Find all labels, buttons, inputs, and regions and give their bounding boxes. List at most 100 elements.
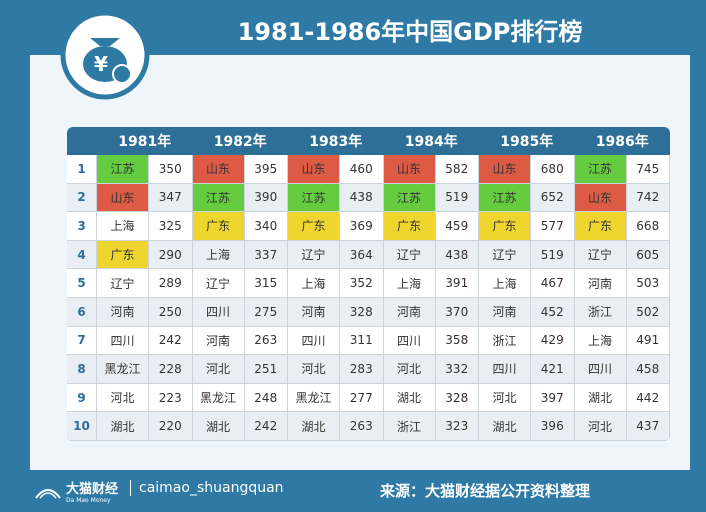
year-header: 1985年 [500, 134, 554, 150]
value-cell: 263 [244, 326, 288, 356]
value-cell: 391 [435, 269, 479, 298]
province-cell: 黑龙江 [97, 355, 149, 384]
value-cell: 337 [244, 240, 288, 270]
value-cell: 458 [626, 355, 670, 384]
value-cell: 519 [531, 240, 575, 270]
province-cell: 浙江 [574, 298, 627, 327]
province-cell: 四川 [288, 326, 340, 356]
year-header: 1986年 [595, 134, 649, 150]
value-cell: 364 [340, 240, 384, 270]
province-cell: 江苏 [383, 183, 436, 213]
province-cell: 江苏 [574, 155, 627, 184]
value-cell: 358 [435, 326, 479, 356]
value-cell: 442 [626, 383, 670, 413]
province-cell: 江苏 [97, 155, 149, 184]
value-cell: 397 [531, 383, 575, 413]
province-cell: 四川 [192, 298, 245, 327]
value-cell: 323 [435, 412, 479, 441]
province-cell: 江苏 [288, 183, 340, 213]
province-cell: 山东 [383, 155, 436, 184]
province-cell: 广东 [288, 212, 340, 241]
rank-cell: 1 [67, 155, 97, 184]
province-cell: 山东 [192, 155, 245, 184]
value-cell: 328 [435, 383, 479, 413]
province-cell: 湖北 [383, 383, 436, 413]
value-cell: 452 [531, 298, 575, 327]
year-header: 1981年 [118, 134, 172, 150]
source: 来源：大猫财经据公开资料整理 [380, 482, 591, 500]
province-cell: 河北 [288, 355, 340, 384]
value-cell: 352 [340, 269, 384, 298]
value-cell: 460 [340, 155, 384, 184]
province-cell: 辽宁 [574, 240, 627, 270]
province-cell: 河北 [479, 383, 531, 413]
value-cell: 328 [340, 298, 384, 327]
rank-cell: 5 [67, 269, 97, 298]
value-cell: 248 [244, 383, 288, 413]
province-cell: 山东 [479, 155, 531, 184]
rank-cell: 10 [67, 412, 97, 441]
rank-cell: 6 [67, 298, 97, 327]
value-cell: 503 [626, 269, 670, 298]
value-cell: 325 [149, 212, 193, 241]
province-cell: 四川 [97, 326, 149, 356]
value-cell: 390 [244, 183, 288, 213]
rank-cell: 2 [67, 183, 97, 213]
value-cell: 340 [244, 212, 288, 241]
value-cell: 429 [531, 326, 575, 356]
value-cell: 467 [531, 269, 575, 298]
value-cell: 223 [149, 383, 193, 413]
value-cell: 652 [531, 183, 575, 213]
rank-cell: 7 [67, 326, 97, 356]
province-cell: 广东 [97, 240, 149, 270]
value-cell: 605 [626, 240, 670, 270]
value-cell: 263 [340, 412, 384, 441]
svg-text:¥: ¥ [94, 52, 108, 76]
province-cell: 浙江 [479, 326, 531, 356]
province-cell: 上海 [574, 326, 627, 356]
value-cell: 519 [435, 183, 479, 213]
province-cell: 湖北 [479, 412, 531, 441]
rank-cell: 9 [67, 383, 97, 413]
province-cell: 山东 [288, 155, 340, 184]
value-cell: 421 [531, 355, 575, 384]
province-cell: 广东 [192, 212, 245, 241]
value-cell: 332 [435, 355, 479, 384]
province-cell: 河北 [574, 412, 627, 441]
value-cell: 228 [149, 355, 193, 384]
value-cell: 283 [340, 355, 384, 384]
province-cell: 河南 [383, 298, 436, 327]
value-cell: 582 [435, 155, 479, 184]
value-cell: 315 [244, 269, 288, 298]
province-cell: 广东 [383, 212, 436, 241]
province-cell: 河南 [574, 269, 627, 298]
province-cell: 河北 [97, 383, 149, 413]
rank-cell: 3 [67, 212, 97, 241]
province-cell: 河南 [97, 298, 149, 327]
gdp-table: 1981年 1982年 1983年 1984年 1985年 1986年 1 江苏 350 山东 39… [67, 127, 670, 441]
province-cell: 上海 [288, 269, 340, 298]
province-cell: 黑龙江 [192, 383, 245, 413]
value-cell: 370 [435, 298, 479, 327]
year-header: 1984年 [404, 134, 458, 150]
value-cell: 395 [244, 155, 288, 184]
province-cell: 河南 [479, 298, 531, 327]
province-cell: 四川 [574, 355, 627, 384]
province-cell: 上海 [479, 269, 531, 298]
province-cell: 辽宁 [288, 240, 340, 270]
province-cell: 浙江 [383, 412, 436, 441]
value-cell: 369 [340, 212, 384, 241]
title: 1981-1986年中国GDP排行榜 [237, 18, 583, 46]
province-cell: 广东 [479, 212, 531, 241]
province-cell: 河南 [192, 326, 245, 356]
province-cell: 辽宁 [479, 240, 531, 270]
province-cell: 广东 [574, 212, 627, 241]
value-cell: 742 [626, 183, 670, 213]
rank-cell: 8 [67, 355, 97, 384]
province-cell: 湖北 [574, 383, 627, 413]
value-cell: 350 [149, 155, 193, 184]
province-cell: 上海 [192, 240, 245, 270]
province-cell: 河北 [383, 355, 436, 384]
value-cell: 347 [149, 183, 193, 213]
